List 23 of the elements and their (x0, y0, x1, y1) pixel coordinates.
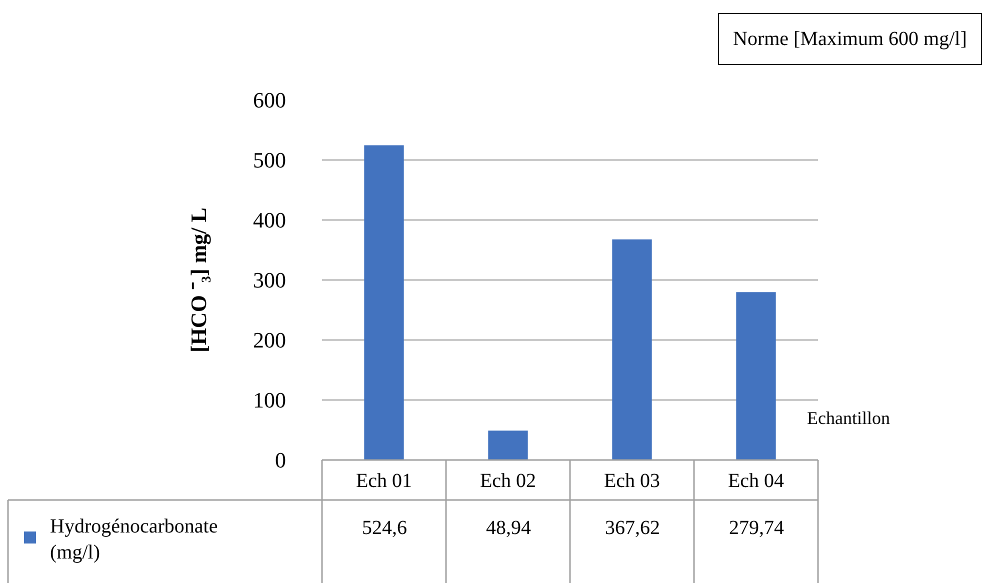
y-tick-label: 400 (253, 208, 286, 233)
legend-label: Hydrogénocarbonate (mg/l) (50, 515, 218, 564)
data-label: 524,6 (362, 517, 407, 539)
y-tick-label: 0 (275, 448, 286, 473)
y-tick-label: 300 (253, 268, 286, 293)
x-tick-label: Ech 02 (480, 470, 536, 492)
bar (488, 430, 528, 460)
x-tick-label: Ech 01 (356, 470, 412, 492)
y-axis-title: [HCO ⁻₃] mg/ L (186, 208, 211, 352)
bar (612, 239, 652, 460)
bar (364, 145, 404, 460)
y-tick-label: 500 (253, 148, 286, 173)
data-label: 367,62 (605, 517, 660, 539)
y-tick-label: 600 (253, 88, 286, 113)
x-tick-label: Ech 03 (604, 470, 660, 492)
bar (736, 292, 776, 460)
data-label: 48,94 (486, 517, 531, 539)
text: Norme [Maximum 600 mg/l] (733, 28, 967, 50)
x-tick-label: Ech 04 (728, 470, 784, 492)
data-label: 279,74 (729, 517, 784, 539)
y-tick-label: 200 (253, 328, 286, 353)
x-axis-title: Echantillon (807, 408, 890, 428)
y-tick-label: 100 (253, 388, 286, 413)
